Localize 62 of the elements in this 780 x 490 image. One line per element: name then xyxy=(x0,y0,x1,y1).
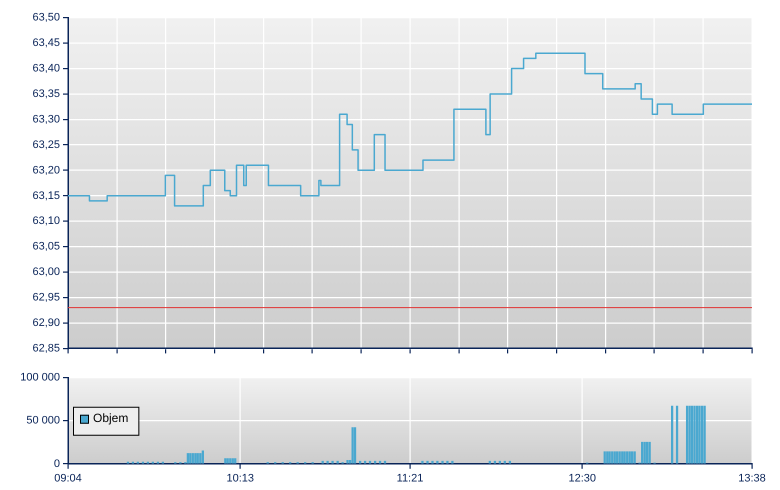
legend-label: Objem xyxy=(93,411,128,426)
bar xyxy=(611,451,614,464)
x-tick-label: 12:30 xyxy=(568,472,596,484)
bar xyxy=(634,451,636,464)
bar xyxy=(606,451,608,464)
bar xyxy=(626,451,628,464)
y-tick-label: 63,30 xyxy=(32,113,60,126)
bar xyxy=(194,453,196,464)
y-tick-label: 62,85 xyxy=(32,342,60,354)
bar xyxy=(498,460,501,464)
y-tick-label: 62,95 xyxy=(32,292,60,304)
bar xyxy=(504,460,506,464)
bar xyxy=(616,451,618,464)
bar xyxy=(670,406,674,464)
bar xyxy=(224,458,226,464)
y-tick-label: 63,00 xyxy=(32,266,60,278)
bar xyxy=(234,458,236,464)
y-tick-label: 63,45 xyxy=(32,37,60,50)
y-tick-label: 63,50 xyxy=(32,12,60,24)
y-tick-label: 0 xyxy=(54,458,60,470)
bar xyxy=(229,458,232,464)
bar xyxy=(621,451,624,464)
bar xyxy=(618,451,621,464)
bar xyxy=(644,442,646,464)
bar xyxy=(696,406,698,464)
bar xyxy=(614,451,616,464)
x-tick-label: 10:13 xyxy=(226,472,254,484)
bar xyxy=(232,458,234,464)
y-tick-label: 63,05 xyxy=(32,240,60,253)
x-tick-label: 13:38 xyxy=(738,472,766,484)
y-tick-label: 63,10 xyxy=(32,215,60,228)
bar xyxy=(196,453,199,464)
bar xyxy=(358,460,362,464)
y-tick-label: 63,40 xyxy=(32,62,60,75)
bar xyxy=(199,453,202,464)
y-tick-label: 63,35 xyxy=(32,88,60,100)
y-tick-label: 63,15 xyxy=(32,190,60,202)
bar xyxy=(604,451,606,464)
bar xyxy=(648,442,651,464)
bar xyxy=(352,427,354,464)
bar xyxy=(688,406,691,464)
bar xyxy=(628,451,631,464)
bar xyxy=(631,451,634,464)
x-tick-label: 11:21 xyxy=(396,472,424,484)
x-tick-label: 09:04 xyxy=(54,472,82,484)
bar xyxy=(322,460,324,464)
bar xyxy=(336,460,339,464)
bar xyxy=(641,442,644,464)
bar xyxy=(189,453,192,464)
y-tick-label: 50 000 xyxy=(26,414,60,427)
bar xyxy=(608,451,611,464)
bar xyxy=(703,406,706,464)
y-tick-label: 63,20 xyxy=(32,164,60,176)
y-tick-label: 63,25 xyxy=(32,138,60,151)
bar xyxy=(488,460,491,464)
y-tick-label: 62,90 xyxy=(32,316,60,329)
bar xyxy=(202,450,204,464)
y-tick-label: 100 000 xyxy=(20,372,60,384)
bar xyxy=(186,453,189,464)
bar xyxy=(624,451,626,464)
bar xyxy=(192,453,194,464)
bar xyxy=(226,458,229,464)
